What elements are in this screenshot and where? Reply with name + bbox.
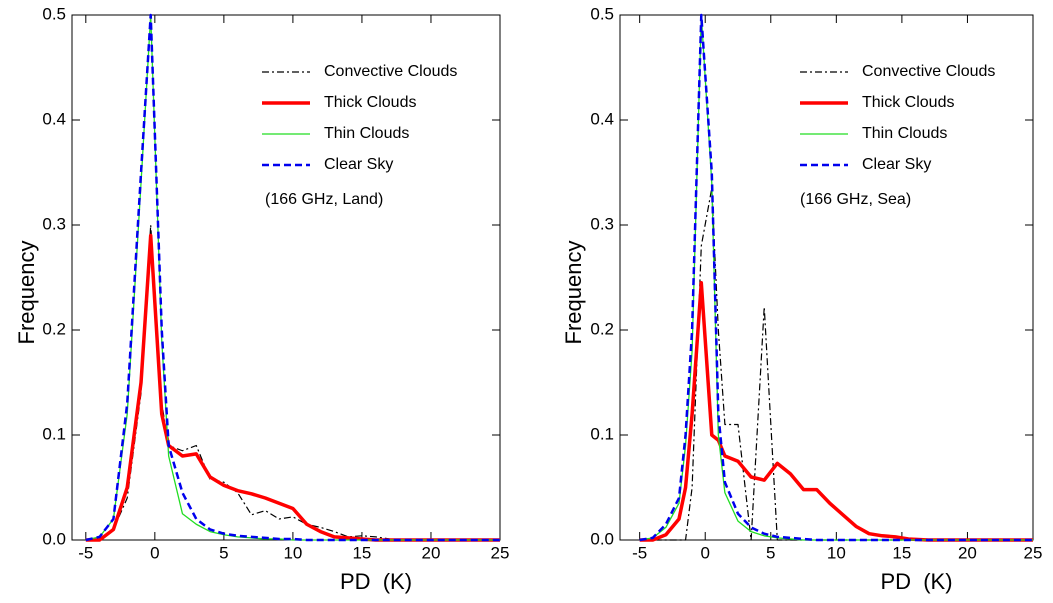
x-tick-label: 20 (958, 543, 977, 562)
x-tick-label: 25 (491, 543, 510, 562)
x-tick-label: 5 (766, 543, 775, 562)
series-line (639, 187, 1033, 541)
y-tick-label: 0.5 (590, 4, 614, 23)
y-tick-label: 0.4 (590, 109, 614, 128)
y-axis-title: Frequency (561, 241, 586, 345)
y-tick-label: 0.1 (42, 424, 66, 443)
series-line (85, 233, 500, 542)
x-tick-label: 5 (219, 543, 228, 562)
annotation: (166 GHz, Land) (265, 191, 383, 208)
x-tick-label: 20 (422, 543, 441, 562)
y-tick-label: 0.3 (590, 214, 614, 233)
y-tick-label: 0.2 (590, 319, 614, 338)
y-tick-label: 0.5 (42, 4, 66, 23)
x-tick-label: 15 (892, 543, 911, 562)
x-tick-label: 10 (827, 543, 846, 562)
series-line (85, 14, 500, 541)
legend-label: Thick Clouds (862, 94, 954, 111)
series-line (639, 281, 1033, 542)
legend-label: Thin Clouds (862, 125, 947, 142)
plot-frame (619, 14, 1034, 541)
y-tick-label: 0.0 (590, 529, 614, 548)
y-tick-label: 0.1 (590, 424, 614, 443)
series-line (85, 13, 500, 542)
legend-label: Thick Clouds (324, 94, 416, 111)
series-line (639, 13, 1033, 542)
y-tick-label: 0.3 (42, 214, 66, 233)
x-axis-title: PD (K) (880, 569, 952, 594)
legend-label: Thin Clouds (324, 125, 409, 142)
x-tick-label: 0 (150, 543, 159, 562)
x-tick-label: -5 (78, 543, 93, 562)
y-tick-label: 0.0 (42, 529, 66, 548)
x-tick-label: -5 (632, 543, 647, 562)
x-tick-label: 10 (283, 543, 302, 562)
y-tick-label: 0.4 (42, 109, 66, 128)
annotation: (166 GHz, Sea) (800, 191, 911, 208)
legend-label: Convective Clouds (862, 63, 995, 80)
x-tick-label: 0 (700, 543, 709, 562)
y-tick-label: 0.2 (42, 319, 66, 338)
legend-label: Clear Sky (324, 156, 393, 173)
legend-label: Convective Clouds (324, 63, 457, 80)
y-axis-title: Frequency (14, 241, 39, 345)
legend-label: Clear Sky (862, 156, 931, 173)
plot-frame (71, 14, 501, 541)
x-tick-label: 15 (352, 543, 371, 562)
x-axis-title: PD (K) (340, 569, 412, 594)
x-tick-label: 25 (1024, 543, 1043, 562)
